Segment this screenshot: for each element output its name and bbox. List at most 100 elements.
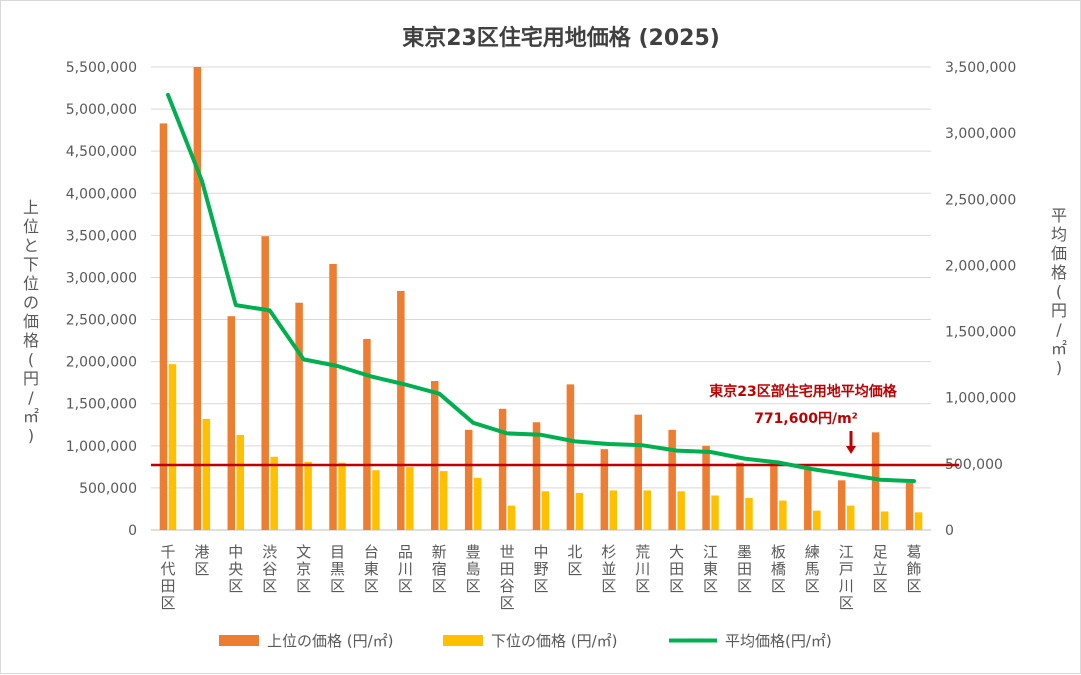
upper-price-bar: [804, 469, 812, 530]
lower-price-bar: [270, 456, 278, 530]
right-axis-title-text: 平均価格(円/㎡): [1051, 206, 1067, 377]
category-label: 葛飾区: [907, 543, 922, 595]
upper-price-bar: [397, 290, 405, 530]
category-label: 渋谷区: [262, 543, 277, 595]
category-label: 台東区: [364, 543, 379, 595]
left-tick-label: 5,000,000: [66, 102, 137, 118]
left-tick-label: 0: [128, 523, 137, 539]
upper-price-bar: [363, 338, 371, 530]
lower-price-bar: [473, 477, 482, 530]
lower-price-bar: [745, 498, 753, 530]
category-label: 板橋区: [771, 543, 786, 595]
right-y-axis: 0 500,000 1,000,000 1,500,000 2,000,000 2,500…: [945, 60, 1016, 539]
left-tick-label: 500,000: [79, 481, 137, 497]
category-label: 練馬区: [805, 543, 820, 595]
upper-price-bar: [193, 67, 202, 530]
upper-price-bar: [566, 384, 575, 530]
left-y-axis: 0 500,000 1,000,000 1,500,000 2,000,000 2,500…: [66, 60, 137, 539]
upper-price-bar: [736, 462, 744, 530]
right-axis-title: 平均価格(円/㎡): [1051, 206, 1067, 377]
category-label: 新宿区: [432, 543, 447, 595]
chart-title: 東京23区住宅用地価格 (2025): [402, 25, 720, 51]
category-label: 荒川区: [635, 543, 650, 595]
lower-price-bar: [846, 505, 855, 530]
right-tick-label: 2,000,000: [945, 258, 1016, 274]
right-tick-label: 2,500,000: [945, 192, 1016, 208]
lower-price-bar: [609, 490, 618, 530]
category-label: 江戸川区: [839, 543, 854, 612]
lower-price-bar: [643, 490, 651, 530]
lower-price-bar: [813, 510, 821, 530]
lower-price-bar: [541, 491, 550, 530]
lower-price-bar: [575, 492, 584, 530]
upper-price-bar: [498, 408, 507, 530]
left-tick-label: 4,000,000: [66, 186, 137, 202]
reference-arrow-head: [846, 446, 856, 454]
upper-price-bar: [329, 263, 337, 530]
lower-price-bar: [338, 462, 346, 530]
category-label: 中野区: [533, 543, 548, 595]
upper-price-bar: [702, 445, 710, 530]
category-labels: 千代田区 港区 中央区 渋谷区 文京区 目黒区 台東区 品川区 新宿区 豊島区 世田谷区 中野区 北区杉…: [160, 543, 921, 612]
lower-price-bar: [440, 471, 448, 530]
legend-entry: 上位の価格 (円/㎡): [267, 632, 394, 650]
lower-price-bar: [711, 495, 719, 530]
category-label: 杉並区: [601, 543, 616, 595]
upper-price-bar: [770, 462, 778, 530]
category-label: 北区: [567, 543, 582, 578]
lower-price-bar: [880, 511, 889, 530]
average-price-line: [166, 92, 916, 484]
lower-price-bar: [202, 418, 211, 530]
legend-swatch: [443, 635, 483, 646]
left-axis-title: 上位と下位の価格(円/㎡): [23, 198, 39, 445]
legend-entry: 平均価格(円/㎡): [725, 632, 832, 650]
lower-price-bar: [236, 434, 245, 530]
upper-price-bar: [634, 414, 642, 530]
legend-swatch: [219, 635, 259, 646]
category-label: 世田谷区: [500, 543, 515, 612]
left-tick-label: 2,500,000: [66, 313, 137, 329]
lower-price-bar: [677, 491, 685, 530]
left-tick-label: 1,500,000: [66, 397, 137, 413]
lower-price-bar: [406, 466, 414, 530]
left-axis-title-text: 上位と下位の価格(円/㎡): [23, 198, 39, 445]
reference-value-label: 771,600円/m²: [754, 411, 858, 427]
category-label: 目黒区: [330, 543, 345, 595]
lower-price-bar: [168, 364, 177, 530]
upper-price-bar: [532, 422, 541, 530]
category-label: 江東区: [703, 543, 718, 595]
category-label: 豊島区: [466, 543, 481, 595]
category-label: 足立区: [873, 543, 888, 595]
right-tick-label: 3,000,000: [945, 126, 1016, 142]
gridlines: [151, 66, 931, 531]
category-label: 中央区: [228, 543, 243, 595]
upper-price-bar: [227, 316, 236, 530]
category-label: 大田区: [669, 543, 684, 595]
bars: [159, 67, 923, 531]
upper-price-bar: [159, 123, 168, 530]
upper-price-bar: [905, 482, 914, 530]
lower-price-bar: [914, 512, 923, 530]
reference-annotation: 東京23区部住宅用地平均価格 771,600円/m²: [709, 383, 897, 427]
reference-label: 東京23区部住宅用地平均価格: [709, 383, 897, 400]
category-label: 港区: [194, 543, 209, 578]
category-label: 品川区: [398, 543, 413, 595]
left-tick-label: 5,500,000: [66, 60, 137, 76]
left-tick-label: 1,000,000: [66, 439, 137, 455]
right-tick-label: 3,500,000: [945, 60, 1016, 76]
lower-price-bar: [372, 470, 380, 530]
upper-price-bar: [431, 380, 439, 530]
upper-price-bar: [871, 432, 880, 530]
upper-price-bar: [261, 236, 269, 531]
legend-entry: 下位の価格 (円/㎡): [491, 632, 618, 650]
upper-price-bar: [837, 480, 846, 530]
upper-price-bar: [295, 302, 303, 530]
average-line-group: [166, 92, 916, 484]
upper-price-bar: [668, 429, 676, 530]
right-tick-label: 500,000: [945, 457, 1003, 473]
left-tick-label: 2,000,000: [66, 355, 137, 371]
category-label: 墨田区: [737, 543, 752, 595]
reference-line-group: [151, 431, 959, 467]
